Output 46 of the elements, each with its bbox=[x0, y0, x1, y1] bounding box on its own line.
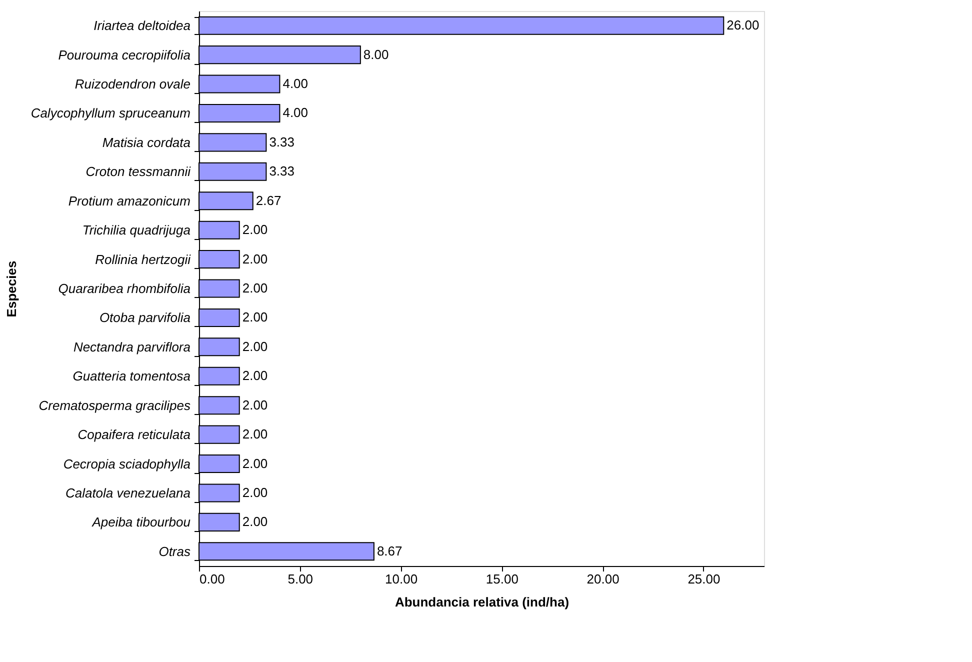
data-label: 4.00 bbox=[282, 76, 308, 92]
data-label: 2.00 bbox=[242, 368, 268, 384]
x-tick-label: 10.00 bbox=[385, 572, 418, 586]
data-label: 8.67 bbox=[376, 543, 402, 558]
y-tick-label: Ruizodendron ovale bbox=[74, 76, 190, 92]
y-tick-label: Calatola venezuelana bbox=[65, 485, 190, 500]
y-tick-label: Copaifera reticulata bbox=[78, 427, 190, 442]
x-tick-label: 0.00 bbox=[200, 572, 225, 586]
y-tick-label: Otoba parvifolia bbox=[99, 310, 190, 326]
y-tick-label: Pourouma cecropiifolia bbox=[58, 47, 190, 62]
y-tick-label: Protium amazonicum bbox=[68, 193, 191, 208]
data-label: 2.67 bbox=[256, 192, 282, 208]
data-label: 4.00 bbox=[282, 105, 308, 120]
data-label: 2.00 bbox=[242, 484, 268, 500]
data-label: 3.33 bbox=[269, 134, 295, 150]
y-tick-label: Matisia cordata bbox=[102, 134, 190, 150]
y-tick-label: Guatteria tomentosa bbox=[72, 368, 190, 384]
y-tick-label: Rollinia hertzogii bbox=[95, 252, 192, 267]
y-tick-label: Trichilia quadrijuga bbox=[82, 222, 190, 238]
y-axis-title: Especies bbox=[4, 260, 19, 318]
y-tick-label: Quararibea rhombifolia bbox=[58, 281, 190, 296]
data-label: 2.00 bbox=[242, 280, 268, 296]
y-tick-label: Croton tessmannii bbox=[86, 164, 192, 180]
data-label: 8.00 bbox=[363, 46, 389, 62]
y-tick-label: Calycophyllum spruceanum bbox=[30, 106, 191, 121]
data-label: 3.33 bbox=[269, 164, 295, 179]
data-label: 2.00 bbox=[242, 251, 268, 266]
x-tick-label: 5.00 bbox=[288, 572, 314, 586]
data-label: 2.00 bbox=[242, 310, 268, 325]
y-tick-label: Otras bbox=[158, 544, 191, 559]
data-label: 2.00 bbox=[242, 456, 268, 471]
y-tick-label: Iriartea deltoidea bbox=[94, 18, 190, 34]
data-label: 26.00 bbox=[726, 18, 760, 33]
x-axis-title: Abundancia relativa (ind/ha) bbox=[394, 594, 570, 610]
data-label: 2.00 bbox=[242, 222, 268, 238]
y-tick-label: Nectandra parviflora bbox=[73, 339, 190, 354]
data-label: 2.00 bbox=[242, 338, 268, 354]
data-label: 2.00 bbox=[242, 397, 268, 412]
data-label: 2.00 bbox=[242, 426, 268, 442]
data-label: 2.00 bbox=[242, 514, 268, 530]
x-tick-label: 20.00 bbox=[586, 572, 620, 586]
x-tick-label: 25.00 bbox=[688, 572, 720, 586]
y-tick-label: Cecropia sciadophylla bbox=[63, 456, 190, 472]
x-tick-label: 15.00 bbox=[486, 572, 518, 586]
y-tick-label: Apeiba tibourbou bbox=[91, 514, 190, 530]
y-tick-label: Crematosperma gracilipes bbox=[38, 398, 191, 413]
